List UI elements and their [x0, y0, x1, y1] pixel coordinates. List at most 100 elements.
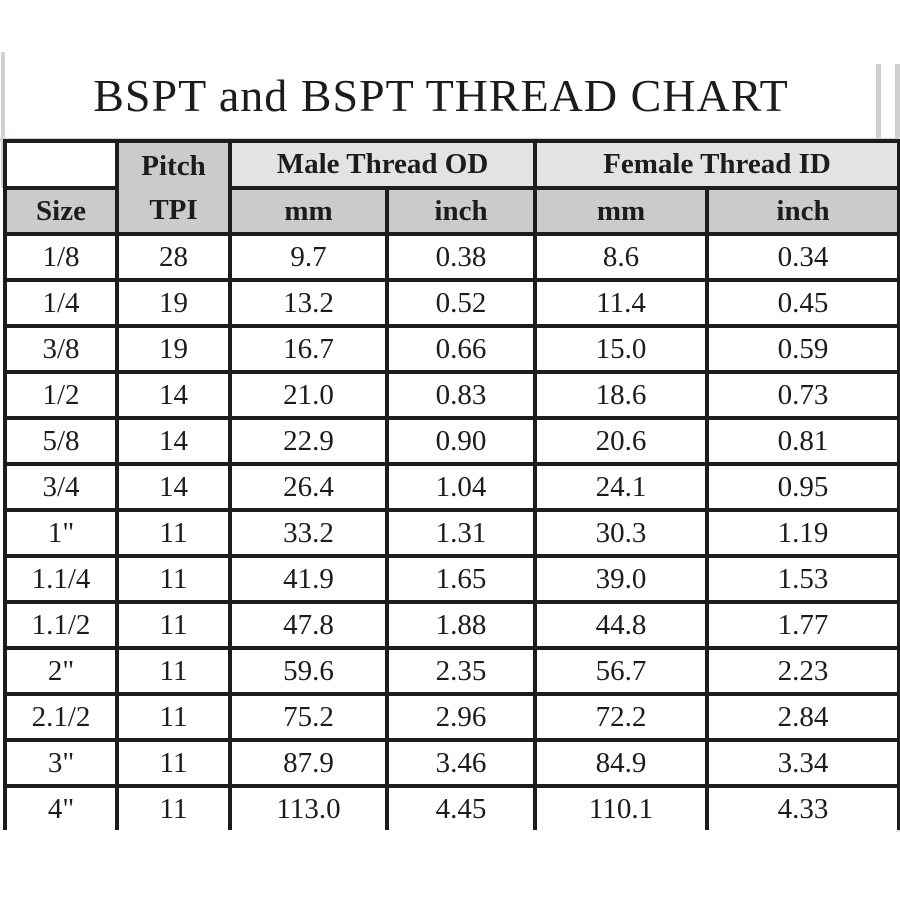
table-cell: 0.81 [705, 416, 900, 466]
table-cell: 21.0 [228, 370, 389, 420]
table-cell: 30.3 [533, 508, 710, 558]
table-cell: 14 [115, 416, 232, 466]
table-cell: 44.8 [533, 600, 710, 650]
table-cell: 15.0 [533, 324, 710, 374]
table-cell: 3/4 [3, 462, 119, 512]
table-cell: 11.4 [533, 278, 710, 328]
table-cell: 1.04 [384, 462, 538, 512]
table-cell: 1/8 [3, 232, 119, 282]
table-cell: 0.52 [384, 278, 538, 328]
table-row: 1/8 28 9.7 0.38 8.6 0.34 [3, 232, 900, 282]
table-cell: 4.45 [384, 784, 538, 830]
header-row-groups: Pitch TPI Male Thread OD Female Thread I… [3, 139, 900, 236]
pitch-header-line1: Pitch [141, 149, 206, 182]
table-cell: 113.0 [228, 784, 389, 830]
male-mm-header: mm [228, 186, 389, 236]
table-cell: 1.31 [384, 508, 538, 558]
table-cell: 1.77 [705, 600, 900, 650]
table-body: 1/8 28 9.7 0.38 8.6 0.34 1/4 19 13.2 0.52 11.4 0.45… [3, 232, 900, 830]
table-row: 3" 11 87.9 3.46 84.9 3.34 [3, 738, 900, 788]
table-cell: 1.53 [705, 554, 900, 604]
table-row: 1/2 14 21.0 0.83 18.6 0.73 [3, 370, 900, 420]
frame-line-left [1, 52, 5, 188]
pitch-tpi-header: Pitch TPI [115, 139, 232, 236]
size-header: Size [3, 186, 119, 236]
pitch-header-line2: TPI [149, 193, 198, 226]
table-cell: 0.95 [705, 462, 900, 512]
table-row: 1.1/2 11 47.8 1.88 44.8 1.77 [3, 600, 900, 650]
female-inch-header: inch [705, 186, 900, 236]
table-row: 1" 11 33.2 1.31 30.3 1.19 [3, 508, 900, 558]
table-cell: 3.34 [705, 738, 900, 788]
table-cell: 0.83 [384, 370, 538, 420]
table-cell: 3/8 [3, 324, 119, 374]
table-cell: 11 [115, 784, 232, 830]
frame-line-title-bottom [0, 138, 897, 141]
female-thread-id-header: Female Thread ID [533, 139, 900, 190]
table-header: Pitch TPI Male Thread OD Female Thread I… [3, 139, 900, 236]
table-cell: 19 [115, 324, 232, 374]
page-title: BSPT and BSPT THREAD CHART [93, 70, 789, 121]
frame-line-right-inner [876, 64, 881, 142]
table-cell: 14 [115, 370, 232, 420]
table-cell: 2.23 [705, 646, 900, 696]
table-cell: 4.33 [705, 784, 900, 830]
table-cell: 33.2 [228, 508, 389, 558]
table-cell: 8.6 [533, 232, 710, 282]
table-cell: 0.59 [705, 324, 900, 374]
table-cell: 2.96 [384, 692, 538, 742]
table-cell: 3.46 [384, 738, 538, 788]
table-cell: 1/2 [3, 370, 119, 420]
table-cell: 2.84 [705, 692, 900, 742]
table-cell: 18.6 [533, 370, 710, 420]
table-cell: 11 [115, 600, 232, 650]
table-cell: 1.1/2 [3, 600, 119, 650]
table-cell: 1.19 [705, 508, 900, 558]
table-cell: 56.7 [533, 646, 710, 696]
table-cell: 87.9 [228, 738, 389, 788]
table-cell: 22.9 [228, 416, 389, 466]
corner-blank-cell [3, 139, 119, 190]
table-row: 2" 11 59.6 2.35 56.7 2.23 [3, 646, 900, 696]
table-cell: 0.73 [705, 370, 900, 420]
table-cell: 26.4 [228, 462, 389, 512]
table-cell: 11 [115, 554, 232, 604]
table-cell: 2.35 [384, 646, 538, 696]
table-row: 3/4 14 26.4 1.04 24.1 0.95 [3, 462, 900, 512]
table-cell: 110.1 [533, 784, 710, 830]
table-cell: 11 [115, 738, 232, 788]
table-cell: 1.1/4 [3, 554, 119, 604]
table-cell: 11 [115, 508, 232, 558]
table-cell: 19 [115, 278, 232, 328]
table-cell: 4" [3, 784, 119, 830]
table-cell: 0.90 [384, 416, 538, 466]
table-cell: 1" [3, 508, 119, 558]
table-cell: 14 [115, 462, 232, 512]
table-row: 3/8 19 16.7 0.66 15.0 0.59 [3, 324, 900, 374]
table-cell: 72.2 [533, 692, 710, 742]
table-row: 2.1/2 11 75.2 2.96 72.2 2.84 [3, 692, 900, 742]
table-row: 1/4 19 13.2 0.52 11.4 0.45 [3, 278, 900, 328]
table-row: 4" 11 113.0 4.45 110.1 4.33 [3, 784, 900, 830]
table-cell: 1.65 [384, 554, 538, 604]
table-cell: 2" [3, 646, 119, 696]
table-cell: 84.9 [533, 738, 710, 788]
table-cell: 2.1/2 [3, 692, 119, 742]
table-cell: 39.0 [533, 554, 710, 604]
table-cell: 16.7 [228, 324, 389, 374]
table-cell: 75.2 [228, 692, 389, 742]
table-cell: 0.34 [705, 232, 900, 282]
table-cell: 59.6 [228, 646, 389, 696]
table-row: 5/8 14 22.9 0.90 20.6 0.81 [3, 416, 900, 466]
table-cell: 24.1 [533, 462, 710, 512]
table-cell: 0.45 [705, 278, 900, 328]
table-row: 1.1/4 11 41.9 1.65 39.0 1.53 [3, 554, 900, 604]
table-cell: 11 [115, 692, 232, 742]
table-cell: 13.2 [228, 278, 389, 328]
table-cell: 11 [115, 646, 232, 696]
header-row-units: Size mm inch mm inch [3, 186, 900, 236]
male-thread-od-header: Male Thread OD [227, 139, 538, 190]
frame-line-right-outer [895, 64, 900, 142]
table-cell: 1/4 [3, 278, 119, 328]
